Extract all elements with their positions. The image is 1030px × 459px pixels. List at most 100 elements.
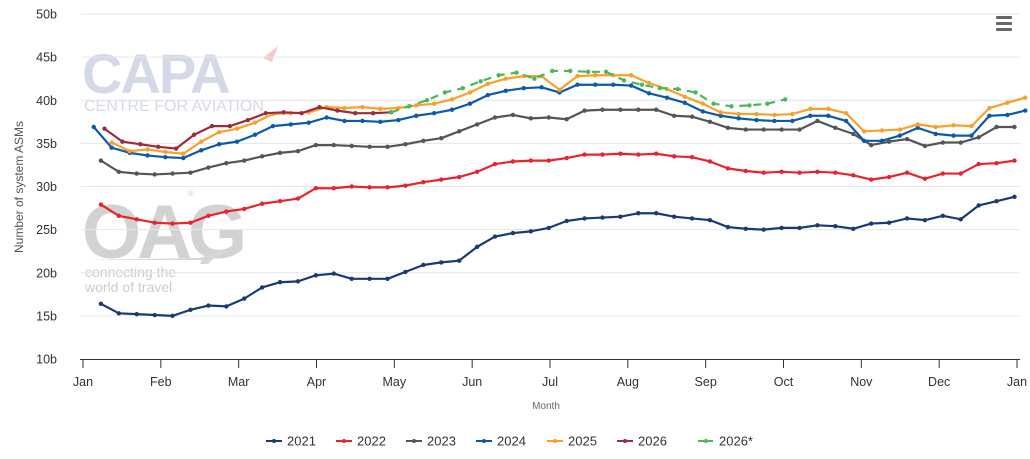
data-point[interactable] xyxy=(879,128,885,133)
data-point[interactable] xyxy=(295,148,301,154)
legend-item[interactable]: 2024 xyxy=(476,434,526,449)
data-point[interactable] xyxy=(636,152,641,157)
data-point[interactable] xyxy=(671,113,677,118)
data-point[interactable] xyxy=(360,118,365,124)
data-point[interactable] xyxy=(134,171,139,176)
data-point[interactable] xyxy=(618,214,623,219)
data-point[interactable] xyxy=(600,215,605,220)
data-point[interactable] xyxy=(689,114,695,119)
data-point[interactable] xyxy=(342,105,347,111)
data-point[interactable] xyxy=(825,113,831,118)
data-point[interactable] xyxy=(134,311,139,317)
data-point[interactable] xyxy=(456,258,462,263)
legend-item[interactable]: 2026* xyxy=(698,434,753,449)
data-point[interactable] xyxy=(163,154,168,160)
data-point[interactable] xyxy=(234,126,240,131)
data-point[interactable] xyxy=(1012,158,1017,163)
data-point[interactable] xyxy=(700,101,706,106)
data-point[interactable] xyxy=(170,221,175,226)
data-point[interactable] xyxy=(976,135,981,140)
data-point[interactable] xyxy=(646,91,652,96)
data-point[interactable] xyxy=(460,85,465,91)
data-point[interactable] xyxy=(582,108,587,113)
data-point[interactable] xyxy=(91,124,96,130)
data-point[interactable] xyxy=(127,148,132,154)
data-point[interactable] xyxy=(790,111,795,117)
data-point[interactable] xyxy=(797,127,802,132)
legend-item[interactable]: 2025 xyxy=(547,434,597,449)
data-point[interactable] xyxy=(729,104,734,109)
data-point[interactable] xyxy=(600,152,605,157)
data-point[interactable] xyxy=(671,154,677,159)
data-point[interactable] xyxy=(370,110,376,116)
data-point[interactable] xyxy=(557,87,562,93)
data-point[interactable] xyxy=(682,94,688,100)
data-point[interactable] xyxy=(808,106,813,112)
data-point[interactable] xyxy=(216,142,222,147)
data-point[interactable] xyxy=(861,129,867,134)
data-point[interactable] xyxy=(385,276,390,281)
data-point[interactable] xyxy=(1023,108,1028,113)
data-point[interactable] xyxy=(904,170,910,175)
data-point[interactable] xyxy=(843,118,849,124)
data-point[interactable] xyxy=(897,127,903,132)
data-point[interactable] xyxy=(281,110,286,115)
data-point[interactable] xyxy=(413,103,419,108)
data-point[interactable] xyxy=(206,165,211,170)
data-point[interactable] xyxy=(299,110,304,116)
data-point[interactable] xyxy=(922,143,928,149)
data-point[interactable] xyxy=(861,138,867,143)
legend-item[interactable]: 2021 xyxy=(266,434,316,449)
data-point[interactable] xyxy=(689,154,695,160)
data-point[interactable] xyxy=(349,276,354,281)
data-point[interactable] xyxy=(191,132,197,137)
data-point[interactable] xyxy=(940,213,946,219)
data-point[interactable] xyxy=(521,85,526,91)
data-point[interactable] xyxy=(510,112,516,118)
data-point[interactable] xyxy=(711,101,716,106)
data-point[interactable] xyxy=(163,149,168,155)
legend-item[interactable]: 2026 xyxy=(617,434,667,449)
data-point[interactable] xyxy=(765,101,770,106)
data-point[interactable] xyxy=(994,124,999,130)
data-point[interactable] xyxy=(331,271,336,276)
data-point[interactable] xyxy=(628,83,634,88)
data-point[interactable] xyxy=(224,304,229,309)
data-point[interactable] xyxy=(772,112,777,118)
data-point[interactable] xyxy=(503,76,508,81)
data-point[interactable] xyxy=(181,155,186,161)
data-point[interactable] xyxy=(1023,95,1028,100)
data-point[interactable] xyxy=(270,123,276,129)
data-point[interactable] xyxy=(353,110,358,116)
data-point[interactable] xyxy=(546,225,551,231)
data-point[interactable] xyxy=(421,138,426,143)
data-point[interactable] xyxy=(424,98,430,103)
data-point[interactable] xyxy=(628,73,634,78)
data-point[interactable] xyxy=(958,217,963,222)
data-point[interactable] xyxy=(582,152,587,157)
data-point[interactable] xyxy=(317,104,322,110)
data-point[interactable] xyxy=(603,69,609,74)
data-point[interactable] xyxy=(335,108,340,113)
data-point[interactable] xyxy=(120,139,125,144)
data-point[interactable] xyxy=(170,171,175,176)
data-point[interactable] xyxy=(915,125,920,131)
data-point[interactable] xyxy=(636,211,641,216)
data-point[interactable] xyxy=(385,144,390,150)
data-point[interactable] xyxy=(654,107,659,112)
data-point[interactable] xyxy=(868,142,874,148)
data-point[interactable] xyxy=(761,127,766,132)
data-point[interactable] xyxy=(1005,100,1010,106)
data-point[interactable] xyxy=(564,155,569,161)
data-point[interactable] xyxy=(188,307,193,313)
data-point[interactable] xyxy=(367,276,372,281)
data-point[interactable] xyxy=(987,105,992,111)
data-point[interactable] xyxy=(206,303,211,308)
data-point[interactable] xyxy=(815,169,820,175)
data-point[interactable] xyxy=(675,86,680,92)
data-point[interactable] xyxy=(170,313,175,319)
chart-menu-button[interactable] xyxy=(994,16,1016,34)
data-point[interactable] xyxy=(528,116,534,121)
data-point[interactable] xyxy=(1012,124,1017,130)
data-point[interactable] xyxy=(904,216,910,221)
